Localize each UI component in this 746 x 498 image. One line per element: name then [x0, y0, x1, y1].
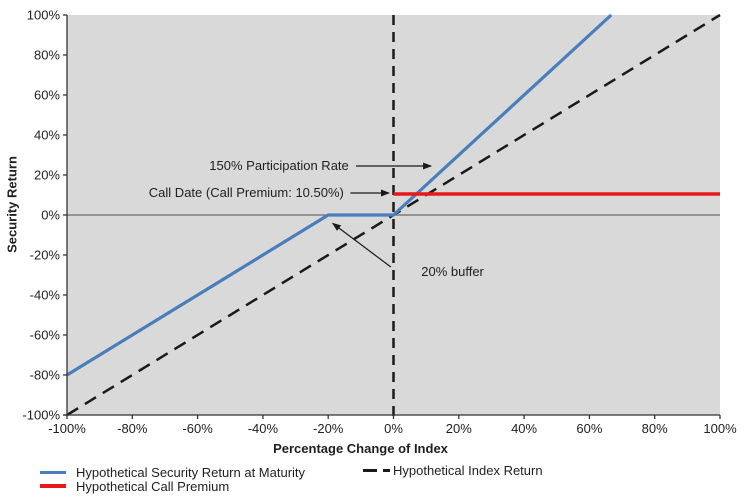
line-swatch: [40, 484, 66, 488]
annotation-arrow-2: [331, 222, 392, 268]
annotation-label-2: 20% buffer: [421, 264, 484, 279]
x-tick-label: 20%: [445, 421, 472, 436]
x-tick-label: -80%: [117, 421, 148, 436]
series-line-hypothetical-security-return-at-maturity: [66, 13, 613, 377]
x-axis-title: Percentage Change of Index: [273, 441, 448, 456]
legend-entry-hypothetical-index-return: Hypothetical Index Return: [363, 462, 543, 478]
y-axis-title: Security Return: [4, 156, 20, 253]
legend-entry-hypothetical-security-return-at-maturity: Hypothetical Security Return at Maturity: [40, 464, 306, 480]
dashed-line-swatch: [363, 468, 390, 472]
y-tick-label: -20%: [29, 247, 60, 263]
x-tick-label: -100%: [48, 421, 86, 436]
y-tick-label: -60%: [29, 327, 60, 343]
x-tick-label: 100%: [703, 421, 737, 436]
legend-label: Hypothetical Call Premium: [76, 478, 230, 494]
y-tick-label: 60%: [33, 87, 60, 103]
y-tick-label: 20%: [33, 167, 60, 183]
x-tick-label: 60%: [576, 421, 603, 436]
x-tick-label: 0%: [384, 421, 403, 436]
y-tick-label: -100%: [22, 407, 60, 423]
annotation-label-1: Call Date (Call Premium: 10.50%): [148, 185, 344, 200]
legend-label: Hypothetical Index Return: [393, 462, 543, 478]
y-tick-label: -40%: [29, 287, 60, 303]
x-tick-label: -40%: [247, 421, 279, 436]
y-tick-label: 100%: [26, 7, 60, 23]
line-swatch: [40, 470, 66, 474]
x-tick-label: -60%: [182, 421, 213, 436]
x-tick-label: 40%: [511, 421, 538, 436]
legend-entry-hypothetical-call-premium: Hypothetical Call Premium: [40, 478, 230, 494]
y-tick-label: 0%: [41, 207, 60, 223]
y-tick-label: 80%: [33, 47, 60, 63]
y-tick-label: -80%: [29, 367, 60, 383]
annotation-label-0: 150% Participation Rate: [209, 158, 349, 173]
y-tick-label: 40%: [33, 127, 60, 143]
legend-label: Hypothetical Security Return at Maturity: [76, 464, 306, 480]
x-tick-label: 80%: [641, 421, 668, 436]
x-tick-label: -20%: [313, 421, 344, 436]
